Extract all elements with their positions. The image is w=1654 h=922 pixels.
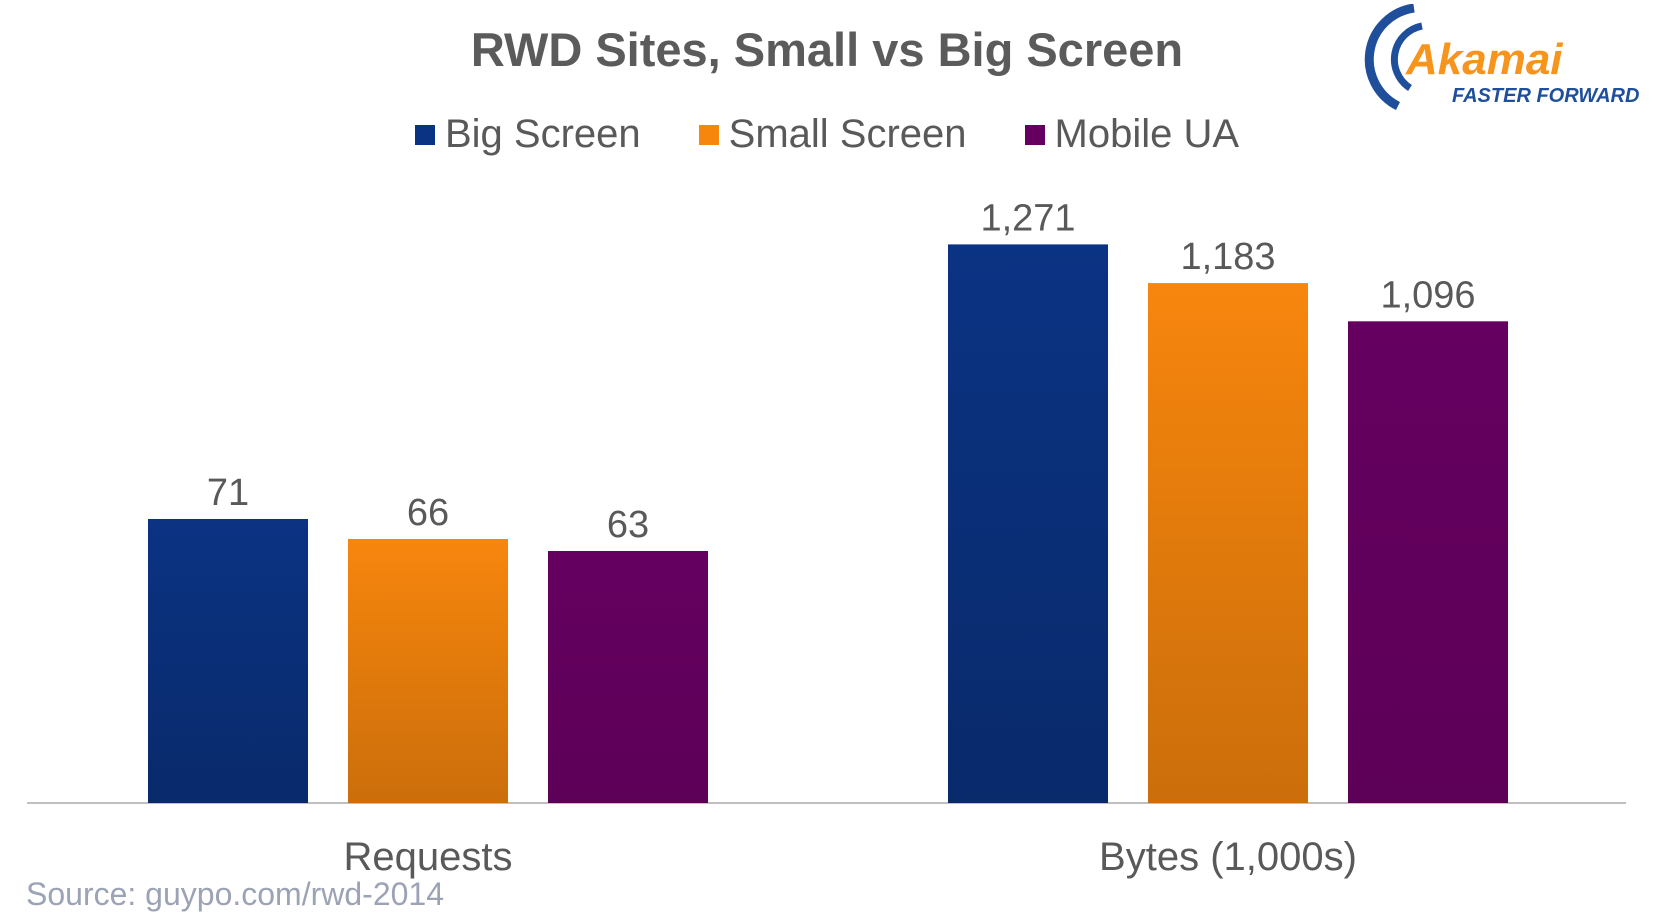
legend-label: Big Screen	[444, 112, 641, 156]
legend-swatch	[1024, 124, 1045, 145]
data-label: 66	[407, 492, 449, 534]
bar-requests-mobile-ua	[548, 551, 708, 803]
category-label-requests: Requests	[344, 835, 513, 879]
legend-item-small-screen: Small Screen	[698, 112, 967, 157]
legend-swatch	[698, 124, 719, 145]
bar-requests-small-screen	[348, 539, 508, 803]
data-label: 1,096	[1380, 274, 1475, 316]
legend-label: Small Screen	[728, 112, 967, 156]
logo-swoosh-inner	[1390, 22, 1423, 91]
chart-title: RWD Sites, Small vs Big Screen	[470, 23, 1184, 76]
bar-requests-big-screen	[148, 519, 308, 803]
legend-item-big-screen: Big Screen	[414, 112, 641, 157]
data-label: 1,183	[1180, 236, 1275, 278]
logo-swoosh-outer	[1364, 4, 1415, 111]
akamai-logo: Akamai FASTER FORWARD	[1364, 4, 1639, 111]
logo-tagline: FASTER FORWARD	[1452, 85, 1639, 107]
chart-legend: Big Screen Small Screen Mobile UA	[0, 112, 1654, 157]
legend-label: Mobile UA	[1054, 112, 1240, 156]
bar-bytes-1-000s-big-screen	[948, 244, 1108, 803]
source-note: Source: guypo.com/rwd-2014	[26, 876, 444, 912]
data-label: 71	[207, 472, 249, 514]
category-label-bytes-1-000s: Bytes (1,000s)	[1099, 835, 1357, 879]
data-label: 1,271	[980, 197, 1075, 239]
logo-brand: Akamai	[1405, 35, 1563, 84]
bar-bytes-1-000s-small-screen	[1148, 283, 1308, 803]
legend-item-mobile-ua: Mobile UA	[1024, 112, 1240, 157]
bar-bytes-1-000s-mobile-ua	[1348, 321, 1508, 803]
legend-swatch	[414, 124, 435, 145]
data-label: 63	[607, 504, 649, 546]
